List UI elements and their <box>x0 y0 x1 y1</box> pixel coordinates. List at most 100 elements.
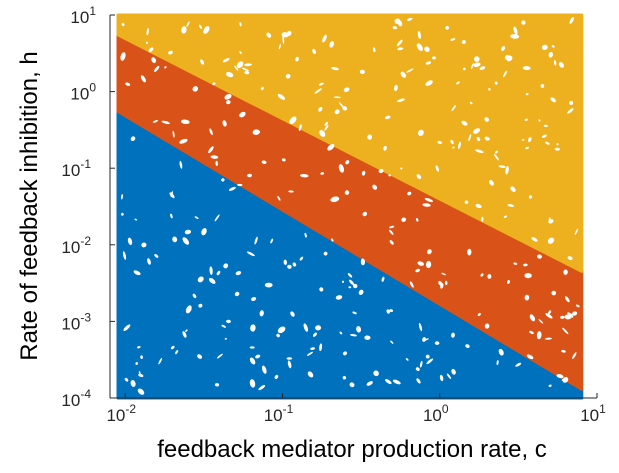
gap-speckle <box>487 274 492 279</box>
gap-speckle <box>528 137 532 143</box>
gap-speckle <box>214 214 220 222</box>
gap-speckle <box>270 238 274 244</box>
gap-speckle <box>415 217 419 222</box>
gap-speckle <box>541 44 548 51</box>
gap-speckle <box>524 294 530 301</box>
gap-speckle <box>572 311 578 316</box>
gap-speckle <box>168 50 173 55</box>
gap-speckle <box>134 218 138 221</box>
gap-speckle <box>287 264 292 269</box>
gap-speckle <box>154 65 160 72</box>
gap-speckle <box>285 73 291 79</box>
gap-speckle <box>199 24 202 29</box>
gap-speckle <box>304 232 307 238</box>
gap-speckle <box>154 254 159 258</box>
gap-speckle <box>151 57 157 64</box>
gap-speckle <box>146 28 149 36</box>
gap-speckle <box>244 63 252 67</box>
y-tick-exponent: -1 <box>80 157 91 171</box>
gap-speckle <box>287 360 292 369</box>
gap-speckle <box>261 160 267 164</box>
gap-speckle <box>278 44 281 50</box>
gap-speckle <box>364 335 371 340</box>
gap-speckle <box>318 82 324 86</box>
gap-speckle <box>476 136 481 142</box>
gap-speckle <box>450 38 456 41</box>
gap-speckle <box>426 358 434 365</box>
gap-speckle <box>197 276 204 283</box>
gap-speckle <box>521 139 525 141</box>
gap-speckle <box>277 326 286 334</box>
gap-speckle <box>392 26 398 30</box>
gap-speckle <box>456 81 460 85</box>
gap-speckle <box>484 117 489 122</box>
gap-speckle <box>416 174 422 180</box>
gap-speckle <box>415 268 420 273</box>
gap-speckle <box>416 43 423 51</box>
gap-speckle <box>226 100 231 105</box>
gap-speckle <box>216 353 223 359</box>
gap-speckle <box>498 165 506 168</box>
gap-speckle <box>523 263 528 267</box>
gap-speckle <box>480 273 484 277</box>
gap-speckle <box>186 21 190 28</box>
gap-speckle <box>244 70 250 75</box>
gap-speckle <box>397 47 404 51</box>
gap-speckle <box>494 150 499 154</box>
gap-speckle <box>172 130 175 138</box>
gap-speckle <box>320 172 325 175</box>
gap-speckle <box>239 111 246 118</box>
gap-speckle <box>289 116 297 125</box>
gap-speckle <box>324 125 329 131</box>
gap-speckle <box>494 81 498 85</box>
gap-speckle <box>130 136 136 142</box>
gap-speckle <box>450 139 454 145</box>
gap-speckle <box>300 173 309 178</box>
gap-speckle <box>538 319 544 324</box>
gap-speckle <box>461 40 466 44</box>
gap-speckle <box>333 96 341 99</box>
gap-speckle <box>503 70 508 78</box>
gap-speckle <box>121 194 123 200</box>
gap-speckle <box>372 184 378 190</box>
gap-speckle <box>130 380 136 387</box>
gap-speckle <box>323 251 328 256</box>
gap-speckle <box>513 26 518 35</box>
gap-speckle <box>277 195 281 201</box>
x-tick-label: 10-1 <box>264 402 294 425</box>
gap-speckle <box>475 203 482 209</box>
gap-speckle <box>505 165 509 175</box>
gap-speckle <box>260 86 264 91</box>
gap-speckle <box>152 120 159 123</box>
gap-speckle <box>330 196 340 203</box>
gap-speckle <box>501 46 506 51</box>
gap-speckle <box>254 236 258 245</box>
gap-speckle <box>298 124 302 132</box>
gap-speckle <box>292 262 297 267</box>
gap-speckle <box>138 371 141 375</box>
gap-speckle <box>331 238 334 242</box>
gap-speckle <box>261 365 267 374</box>
gap-speckle <box>488 88 491 91</box>
gap-speckle <box>425 354 430 359</box>
gap-speckle <box>373 370 379 377</box>
gap-speckle <box>222 58 230 63</box>
gap-speckle <box>201 228 207 236</box>
gap-speckle <box>397 98 405 103</box>
gap-speckle <box>228 186 236 191</box>
gap-speckle <box>510 34 520 39</box>
gap-speckle <box>286 357 293 360</box>
gap-speckle <box>390 340 394 344</box>
gap-speckle <box>210 155 219 159</box>
gap-speckle <box>422 337 426 342</box>
gap-speckle <box>529 314 536 322</box>
gap-speckle <box>314 88 322 94</box>
gap-speckle <box>349 279 355 286</box>
gap-speckle <box>548 219 554 224</box>
gap-speckle <box>324 121 328 126</box>
gap-speckle <box>401 217 407 222</box>
y-tick-exponent: -4 <box>80 387 91 401</box>
gap-speckle <box>345 160 350 165</box>
gap-speckle <box>422 203 431 207</box>
